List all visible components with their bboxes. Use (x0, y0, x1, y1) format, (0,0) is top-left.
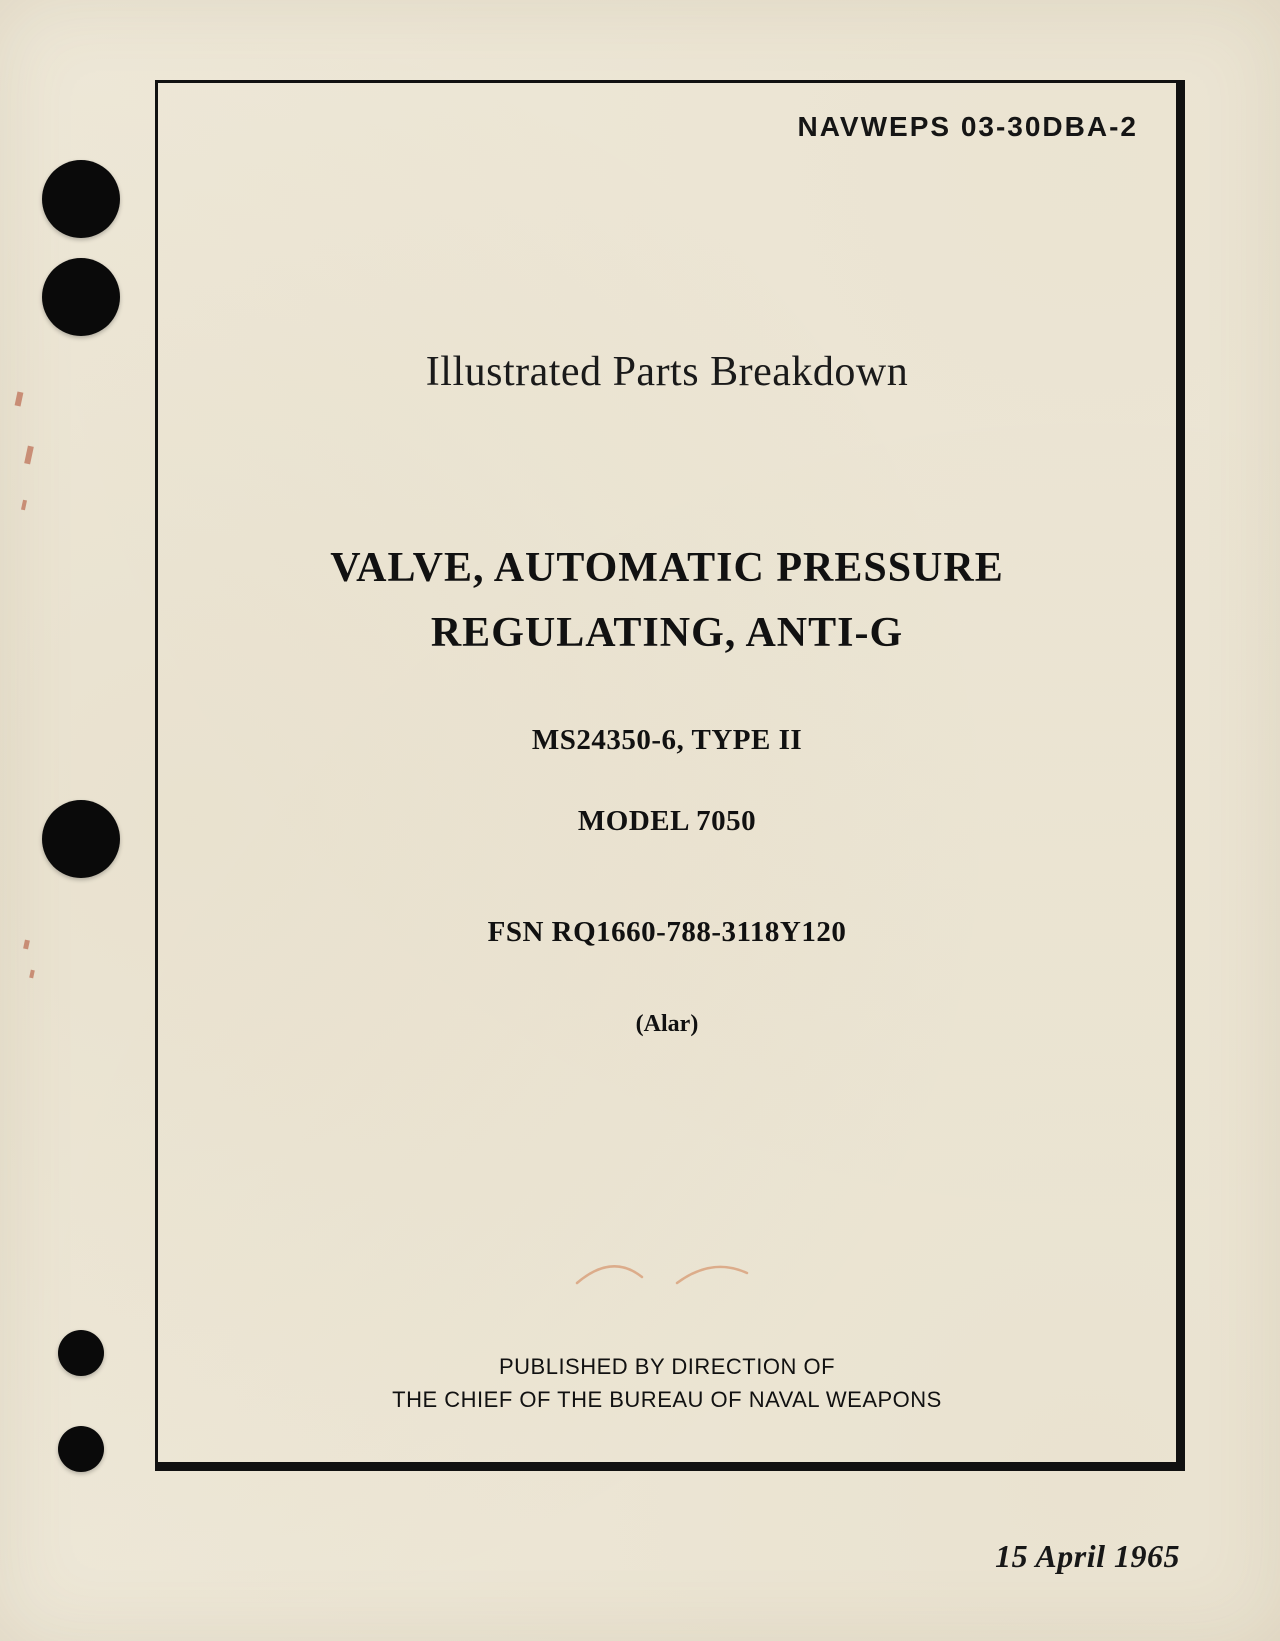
spec-line: MS24350-6, TYPE II (192, 724, 1142, 757)
handwriting-mark-icon (557, 1243, 777, 1293)
scan-artifact (23, 940, 30, 950)
punch-hole-icon (58, 1330, 104, 1376)
model-line: MODEL 7050 (192, 805, 1142, 838)
manufacturer: (Alar) (192, 1011, 1142, 1038)
section-subtitle: Illustrated Parts Breakdown (192, 348, 1142, 396)
title-line-1: VALVE, AUTOMATIC PRESSURE (330, 545, 1003, 591)
publisher-block: PUBLISHED BY DIRECTION OF THE CHIEF OF T… (158, 1350, 1176, 1416)
scan-artifact (15, 392, 24, 407)
title-line-2: REGULATING, ANTI-G (431, 610, 903, 656)
document-frame: NAVWEPS 03-30DBA-2 Illustrated Parts Bre… (155, 80, 1185, 1471)
document-title: VALVE, AUTOMATIC PRESSURE REGULATING, AN… (192, 536, 1142, 666)
publication-date: 15 April 1965 (995, 1538, 1180, 1575)
publisher-line-2: THE CHIEF OF THE BUREAU OF NAVAL WEAPONS (392, 1387, 942, 1412)
document-code: NAVWEPS 03-30DBA-2 (192, 111, 1138, 143)
scan-artifact (21, 500, 27, 511)
scan-artifact (29, 970, 35, 979)
scan-artifact (24, 446, 34, 465)
punch-hole-icon (42, 258, 120, 336)
publisher-line-1: PUBLISHED BY DIRECTION OF (499, 1354, 835, 1379)
punch-hole-icon (42, 160, 120, 238)
punch-hole-icon (58, 1426, 104, 1472)
fsn-line: FSN RQ1660-788-3118Y120 (192, 916, 1142, 949)
punch-hole-icon (42, 800, 120, 878)
scanned-page: NAVWEPS 03-30DBA-2 Illustrated Parts Bre… (0, 0, 1280, 1641)
